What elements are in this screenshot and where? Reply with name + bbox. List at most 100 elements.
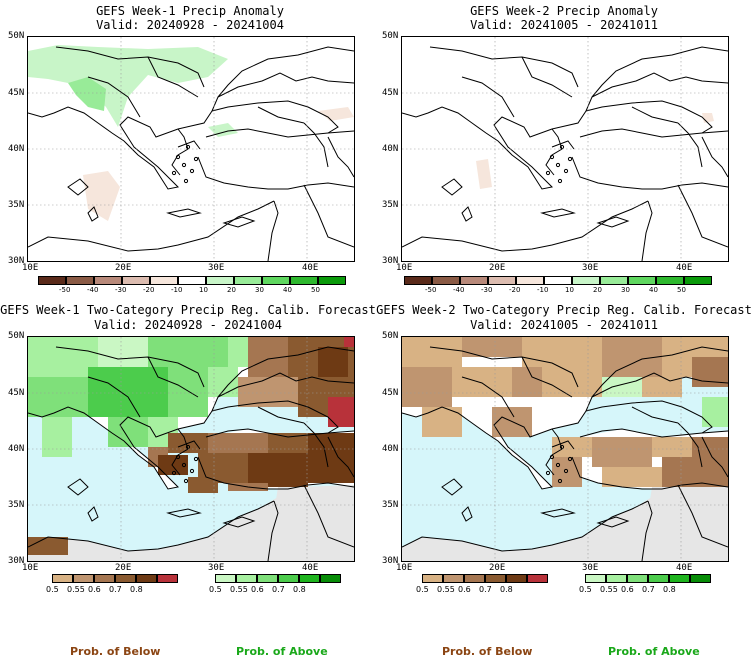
colorbar-tick-label: 0.5 xyxy=(46,585,59,594)
colorbar-swatch xyxy=(544,276,572,285)
lon-label: 40E xyxy=(302,263,319,273)
panel-week1-anomaly: GEFS Week-1 Precip Anomaly Valid: 202409… xyxy=(0,0,376,300)
land-fill-levant xyxy=(640,487,728,561)
colorbar-tick-label: 30 xyxy=(621,286,630,294)
colorbar-swatch xyxy=(262,276,290,285)
panel-subtitle: Valid: 20241005 - 20241011 xyxy=(470,318,658,332)
map-svg xyxy=(28,337,354,561)
lat-label: 35N xyxy=(8,200,25,210)
colorbar-swatch xyxy=(115,574,136,583)
colorbar-tick-label: 0.8 xyxy=(293,585,306,594)
anomaly-green-strong xyxy=(68,77,106,111)
colorbar-tick-label: 0.55 xyxy=(230,585,248,594)
colorbar-swatch xyxy=(318,276,346,285)
lat-label: 45N xyxy=(8,88,25,98)
colorbar-tick-label: 0.5 xyxy=(416,585,429,594)
panel-subtitle: Valid: 20240928 - 20241004 xyxy=(96,18,284,32)
lat-label: 50N xyxy=(382,31,399,41)
map-svg xyxy=(28,37,354,261)
colorbar-tick-label: 40 xyxy=(283,286,292,294)
colorbar-tick-label: -40 xyxy=(453,286,465,294)
colorbar-swatch xyxy=(66,276,94,285)
lat-label: 35N xyxy=(382,500,399,510)
colorbar-tick-label: 20 xyxy=(593,286,602,294)
lon-label: 30E xyxy=(582,263,599,273)
colorbar-swatch xyxy=(684,276,712,285)
colorbar-swatch xyxy=(278,574,299,583)
lon-label: 40E xyxy=(676,263,693,273)
panel-subtitle: Valid: 20241005 - 20241011 xyxy=(470,18,658,32)
panel-subtitle: Valid: 20240928 - 20241004 xyxy=(94,318,282,332)
lon-label: 10E xyxy=(396,263,413,273)
below-colorbar: 0.5 0.55 0.6 0.7 0.8 xyxy=(416,574,552,596)
colorbar-swatch xyxy=(320,574,341,583)
colorbar-swatch xyxy=(206,276,234,285)
colorbar-swatch xyxy=(506,574,527,583)
colorbar-swatch xyxy=(606,574,627,583)
above-colorbar: 0.5 0.55 0.6 0.7 0.8 xyxy=(579,574,715,596)
colorbar-swatch xyxy=(516,276,544,285)
colorbar-swatch xyxy=(52,574,73,583)
lon-label: 20E xyxy=(489,263,506,273)
colorbar-swatch xyxy=(290,276,318,285)
colorbar-tick-label: -30 xyxy=(115,286,127,294)
prob-below-label: Prob. of Below xyxy=(70,645,161,658)
colorbar-swatch xyxy=(460,276,488,285)
land-fill-levant xyxy=(266,487,354,561)
colorbar-tick-label: -30 xyxy=(481,286,493,294)
lat-label: 45N xyxy=(8,388,25,398)
map-svg xyxy=(402,337,728,561)
colorbar-swatch xyxy=(150,276,178,285)
colorbar-tick-label: -40 xyxy=(87,286,99,294)
colorbar-tick-label: 0.6 xyxy=(88,585,101,594)
lon-label: 20E xyxy=(489,563,506,573)
colorbar-swatch xyxy=(572,276,600,285)
lat-label: 45N xyxy=(382,88,399,98)
colorbar-swatch xyxy=(236,574,257,583)
above-colorbar: 0.5 0.55 0.6 0.7 0.8 xyxy=(209,574,345,596)
colorbar-swatch xyxy=(690,574,711,583)
lon-label: 40E xyxy=(676,563,693,573)
colorbar-tick-label: 10 xyxy=(199,286,208,294)
colorbar-swatch xyxy=(257,574,278,583)
lat-label: 45N xyxy=(382,388,399,398)
anomaly-green-patch xyxy=(208,123,238,137)
map-area xyxy=(27,36,355,262)
colorbar-swatch xyxy=(404,276,432,285)
colorbar-swatch xyxy=(628,276,656,285)
colorbar-tick-label: 0.8 xyxy=(130,585,143,594)
lat-label: 40N xyxy=(382,444,399,454)
lat-label: 40N xyxy=(8,444,25,454)
colorbar-swatch xyxy=(432,276,460,285)
colorbar-tick-label: 0.7 xyxy=(272,585,285,594)
anomaly-colorbar: -50 -40 -30 -20 -10 10 20 30 40 50 xyxy=(404,276,724,296)
prob-below-label: Prob. of Below xyxy=(442,645,533,658)
lon-label: 10E xyxy=(396,563,413,573)
lat-label: 50N xyxy=(8,331,25,341)
colorbar-tick-label: 0.55 xyxy=(67,585,85,594)
colorbar-tick-label: 20 xyxy=(227,286,236,294)
colorbar-swatch xyxy=(94,574,115,583)
colorbar-tick-label: 0.6 xyxy=(621,585,634,594)
colorbar-tick-label: -10 xyxy=(537,286,549,294)
colorbar-swatch xyxy=(627,574,648,583)
anomaly-colorbar: -50 -40 -30 -20 -10 10 20 30 40 50 xyxy=(38,276,358,296)
prob-above-label: Prob. of Above xyxy=(236,645,328,658)
panel-week2-anomaly: GEFS Week-2 Precip Anomaly Valid: 202410… xyxy=(376,0,752,300)
colorbar-tick-label: 10 xyxy=(565,286,574,294)
colorbar-swatch xyxy=(464,574,485,583)
colorbar-tick-label: 30 xyxy=(255,286,264,294)
colorbar-swatch xyxy=(600,276,628,285)
map-area xyxy=(27,336,355,562)
colorbar-swatch xyxy=(122,276,150,285)
map-area xyxy=(401,336,729,562)
anomaly-pink-patch-2 xyxy=(702,113,714,123)
colorbar-swatch xyxy=(669,574,690,583)
colorbar-tick-label: -50 xyxy=(425,286,437,294)
below-colorbar: 0.5 0.55 0.6 0.7 0.8 xyxy=(46,574,182,596)
colorbar-tick-label: 50 xyxy=(677,286,686,294)
colorbar-swatch xyxy=(656,276,684,285)
panel-title: GEFS Week-2 Two-Category Precip Reg. Cal… xyxy=(376,303,752,317)
colorbar-tick-label: 40 xyxy=(649,286,658,294)
lon-label: 40E xyxy=(302,563,319,573)
